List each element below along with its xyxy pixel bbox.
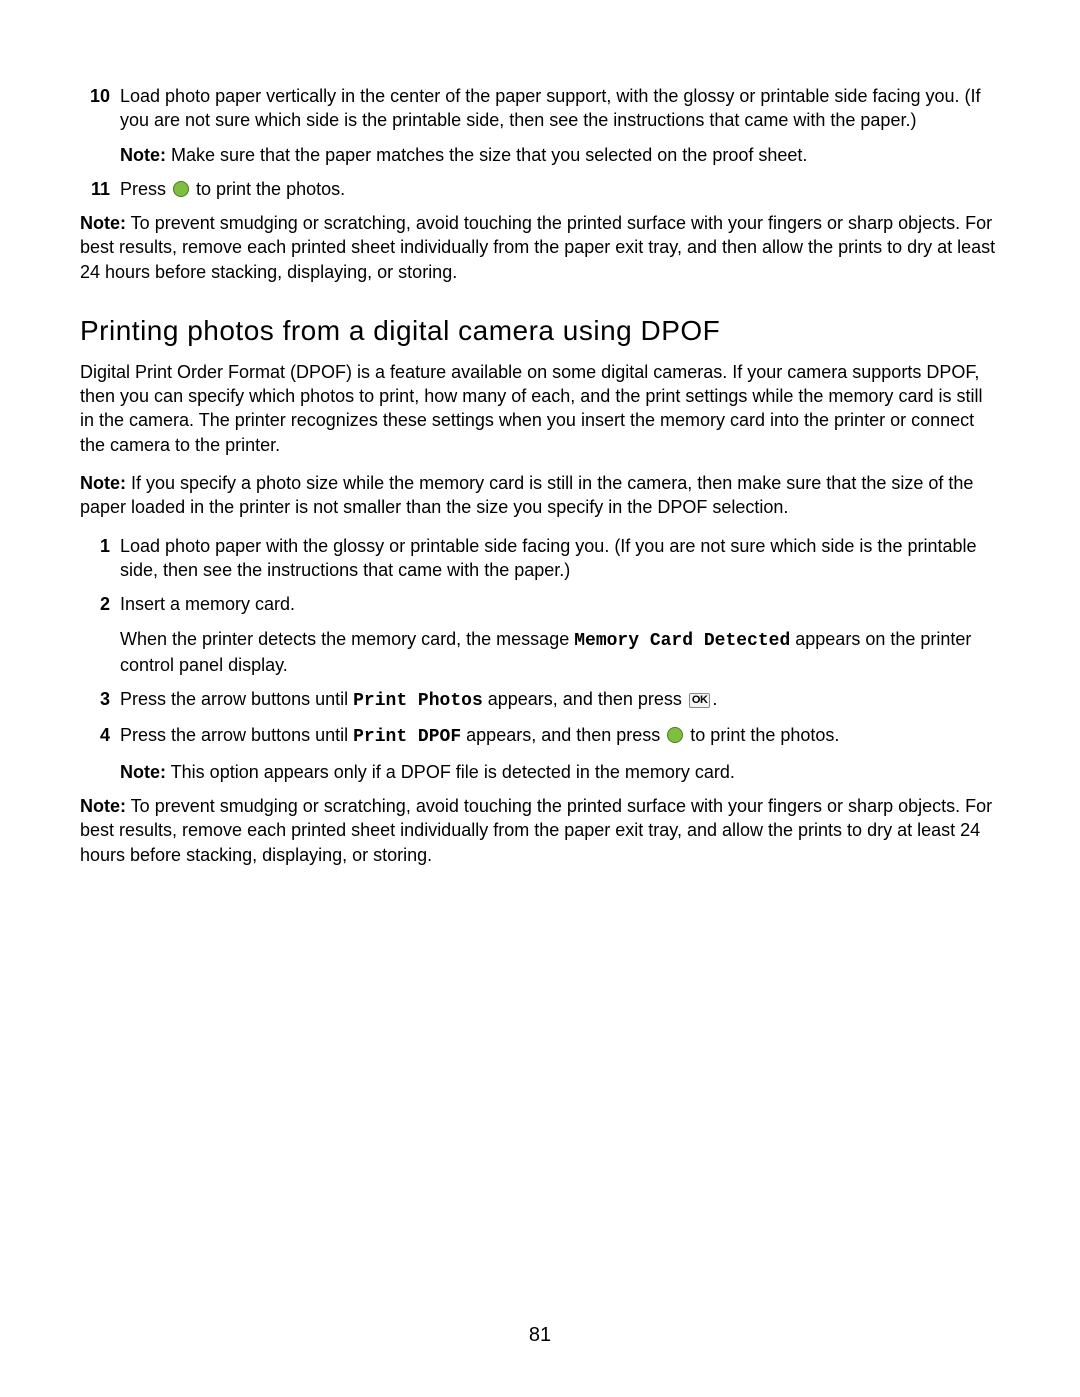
- text-b: appears, and then press: [483, 689, 687, 709]
- step-text-post: to print the photos.: [191, 179, 345, 199]
- list-body: Press the arrow buttons until Print DPOF…: [120, 723, 1000, 784]
- list-item-1: 1 Load photo paper with the glossy or pr…: [80, 534, 1000, 583]
- step-note: Note: Make sure that the paper matches t…: [120, 143, 1000, 167]
- text-a: When the printer detects the memory card…: [120, 629, 574, 649]
- mono-text: Print Photos: [353, 691, 483, 711]
- list-item-11: 11 Press to print the photos.: [80, 177, 1000, 201]
- list-item-3: 3 Press the arrow buttons until Print Ph…: [80, 687, 1000, 713]
- list-number: 2: [80, 592, 120, 677]
- text-a: Press the arrow buttons until: [120, 725, 353, 745]
- note-text: To prevent smudging or scratching, avoid…: [80, 796, 992, 865]
- text-c: to print the photos.: [685, 725, 839, 745]
- note-paragraph: Note: If you specify a photo size while …: [80, 471, 1000, 520]
- start-button-icon: [173, 181, 189, 197]
- list-body: Insert a memory card. When the printer d…: [120, 592, 1000, 677]
- text-a: Press the arrow buttons until: [120, 689, 353, 709]
- note-text: If you specify a photo size while the me…: [80, 473, 973, 517]
- list-number: 1: [80, 534, 120, 583]
- step-text: Insert a memory card.: [120, 594, 295, 614]
- start-button-icon: [667, 727, 683, 743]
- list-item-4: 4 Press the arrow buttons until Print DP…: [80, 723, 1000, 784]
- note-paragraph: Note: To prevent smudging or scratching,…: [80, 794, 1000, 867]
- ok-button-icon: OK: [689, 693, 711, 708]
- list-item-10: 10 Load photo paper vertically in the ce…: [80, 84, 1000, 167]
- list-body: Load photo paper with the glossy or prin…: [120, 534, 1000, 583]
- note-label: Note:: [80, 473, 126, 493]
- note-text: Make sure that the paper matches the siz…: [166, 145, 807, 165]
- note-paragraph: Note: To prevent smudging or scratching,…: [80, 211, 1000, 284]
- step-text: Load photo paper with the glossy or prin…: [120, 536, 977, 580]
- note-label: Note:: [120, 145, 166, 165]
- note-label: Note:: [80, 213, 126, 233]
- list-number: 10: [80, 84, 120, 167]
- list-body: Press to print the photos.: [120, 177, 1000, 201]
- section-heading: Printing photos from a digital camera us…: [80, 312, 1000, 350]
- step-text-pre: Press: [120, 179, 171, 199]
- list-item-2: 2 Insert a memory card. When the printer…: [80, 592, 1000, 677]
- section-intro: Digital Print Order Format (DPOF) is a f…: [80, 360, 1000, 457]
- mono-text: Memory Card Detected: [574, 631, 790, 651]
- note-text: This option appears only if a DPOF file …: [166, 762, 735, 782]
- note-label: Note:: [120, 762, 166, 782]
- step-note: Note: This option appears only if a DPOF…: [120, 760, 1000, 784]
- list-number: 3: [80, 687, 120, 713]
- page-number: 81: [0, 1322, 1080, 1349]
- list-number: 11: [80, 177, 120, 201]
- note-label: Note:: [80, 796, 126, 816]
- text-c: .: [712, 689, 717, 709]
- list-body: Press the arrow buttons until Print Phot…: [120, 687, 1000, 713]
- text-b: appears, and then press: [461, 725, 665, 745]
- mono-text: Print DPOF: [353, 727, 461, 747]
- step-text: Load photo paper vertically in the cente…: [120, 86, 981, 130]
- note-text: To prevent smudging or scratching, avoid…: [80, 213, 995, 282]
- page: 10 Load photo paper vertically in the ce…: [0, 0, 1080, 1397]
- list-number: 4: [80, 723, 120, 784]
- list-body: Load photo paper vertically in the cente…: [120, 84, 1000, 167]
- step-subtext: When the printer detects the memory card…: [120, 627, 1000, 678]
